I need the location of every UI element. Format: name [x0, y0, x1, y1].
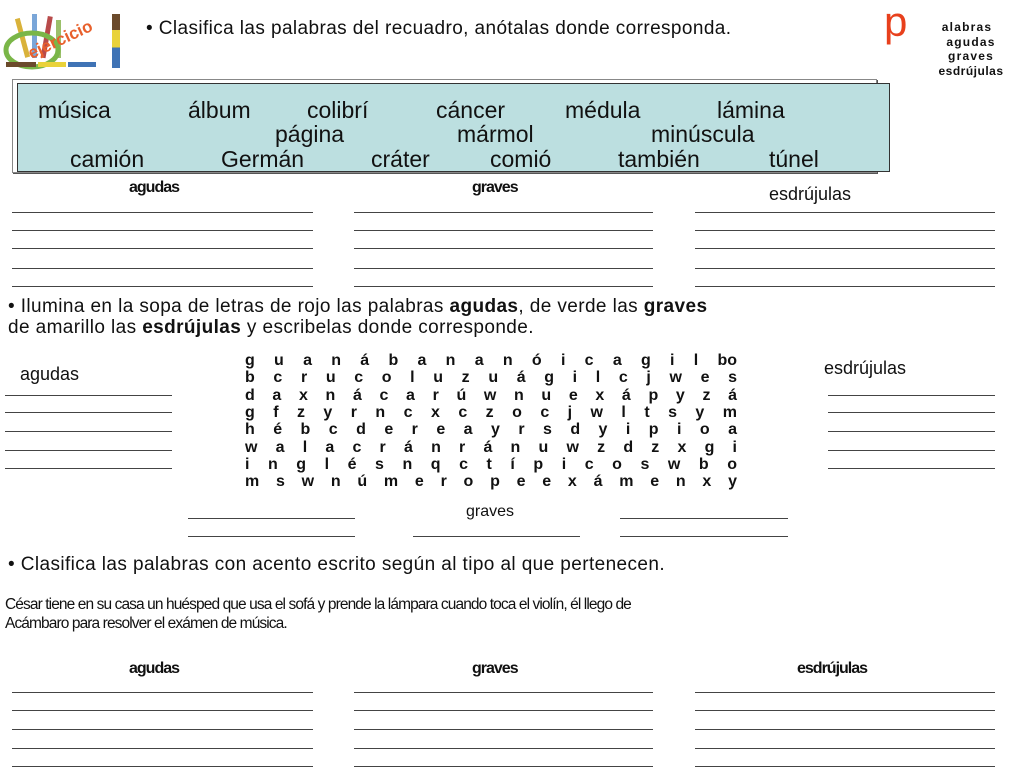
title-initial: p [884, 0, 908, 45]
title-line: alabras [941, 20, 993, 34]
answer-line[interactable] [828, 468, 995, 469]
word: mármol [457, 121, 534, 147]
answer-line[interactable] [828, 412, 995, 413]
ws-graves-label: graves [466, 503, 515, 520]
answer-line[interactable] [354, 248, 653, 249]
word: página [275, 121, 345, 147]
answer-line[interactable] [354, 268, 653, 269]
answer-line[interactable] [12, 748, 313, 749]
title-line: graves [948, 49, 994, 63]
instruction-bold: esdrújulas [142, 317, 242, 338]
answer-line[interactable] [12, 212, 313, 213]
answer-line[interactable] [354, 748, 653, 749]
word-search-row: d a x n á c a r ú w n u e x á p y z á [245, 386, 737, 404]
word: cáncer [436, 97, 506, 123]
title-line: esdrújulas [938, 63, 1004, 78]
word-search-row: g u a n á b a n a n ó i c a g i l bo [245, 352, 737, 369]
answer-line[interactable] [695, 212, 995, 213]
word: Germán [221, 146, 305, 172]
instruction-1: • Clasifica las palabras del recuadro, a… [146, 18, 732, 39]
word: música [38, 97, 111, 123]
answer-line[interactable] [695, 286, 995, 287]
answer-line[interactable] [12, 230, 313, 231]
instruction-text: de amarillo las [8, 317, 143, 338]
answer-line[interactable] [5, 450, 172, 451]
word-search-row: b c r u c o l u z u á g i l c j w e s [245, 369, 737, 387]
answer-line[interactable] [828, 431, 995, 432]
answer-line[interactable] [695, 248, 995, 249]
answer-line[interactable] [695, 729, 995, 730]
answer-line[interactable] [828, 395, 995, 396]
word: cráter [371, 146, 430, 172]
answer-line[interactable] [12, 286, 313, 287]
word-box: música álbum colibrí cáncer médula lámin… [17, 83, 890, 172]
answer-line[interactable] [695, 268, 995, 269]
heading-agudas-2: agudas [129, 660, 180, 677]
answer-line[interactable] [12, 766, 313, 767]
answer-line[interactable] [620, 518, 788, 519]
answer-line[interactable] [354, 729, 653, 730]
answer-line[interactable] [5, 395, 172, 396]
word: colibrí [307, 97, 369, 123]
word: comió [490, 146, 552, 172]
heading-agudas: agudas [129, 179, 180, 196]
answer-line[interactable] [354, 230, 653, 231]
word: túnel [769, 146, 819, 172]
instruction-text: • Ilumina en la sopa de letras de rojo l… [8, 296, 450, 317]
instruction-3: • Clasifica las palabras con acento escr… [8, 554, 666, 575]
answer-line[interactable] [12, 248, 313, 249]
answer-line[interactable] [12, 729, 313, 730]
sentence: César tiene en su casa un huésped que us… [5, 595, 632, 633]
heading-esdrujulas-2: esdrújulas [797, 660, 868, 677]
instruction-text: y escribelas donde corresponde. [241, 317, 534, 338]
answer-line[interactable] [5, 412, 172, 413]
answer-line[interactable] [620, 536, 788, 537]
answer-line[interactable] [12, 710, 313, 711]
ws-esdrujulas-label: esdrújulas [824, 358, 907, 378]
word-search-row: w a l a c r á n r á n u w z d z x g i [245, 438, 737, 456]
heading-esdrujulas: esdrújulas [769, 184, 852, 204]
word: minúscula [651, 121, 755, 147]
instruction-text: , de verde las [518, 296, 644, 317]
answer-line[interactable] [695, 710, 995, 711]
pencil-divider-icon [112, 14, 120, 68]
word-search-row: m s w n ú m e r o p e e x á m e n x y [245, 473, 737, 491]
answer-line[interactable] [188, 518, 355, 519]
answer-line[interactable] [354, 692, 653, 693]
word-search-row: h é b c d e r e a y r s d y i p i o a [245, 421, 737, 439]
answer-line[interactable] [695, 692, 995, 693]
answer-line[interactable] [354, 766, 653, 767]
sentence-line: Acámbaro para resolver el exámen de músi… [5, 615, 288, 632]
answer-line[interactable] [354, 710, 653, 711]
word-search-row: g f z y r n c x c z o c j w l t s y m [245, 403, 737, 421]
instruction-bold: agudas [449, 296, 519, 317]
heading-graves-2: graves [472, 660, 519, 677]
ws-agudas-label: agudas [20, 364, 80, 384]
answer-line[interactable] [188, 536, 355, 537]
answer-line[interactable] [5, 431, 172, 432]
heading-graves: graves [472, 179, 519, 196]
ejercicio-logo: ejercicio [2, 12, 102, 72]
word: lámina [717, 97, 785, 123]
answer-line[interactable] [12, 268, 313, 269]
answer-line[interactable] [354, 286, 653, 287]
title-block: p alabras agudas graves esdrújulas [880, 0, 1024, 78]
answer-line[interactable] [695, 766, 995, 767]
answer-line[interactable] [695, 230, 995, 231]
instruction-2: • Ilumina en la sopa de letras de rojo l… [8, 296, 1024, 338]
word-search-row: i n g l é s n q c t í p i c o s w b o [245, 455, 737, 473]
answer-line[interactable] [354, 212, 653, 213]
answer-line[interactable] [828, 450, 995, 451]
instruction-bold: graves [643, 296, 708, 317]
word: también [618, 146, 700, 172]
answer-line[interactable] [5, 468, 172, 469]
word: camión [70, 146, 145, 172]
answer-line[interactable] [413, 536, 580, 537]
title-line: agudas [946, 34, 996, 49]
answer-line[interactable] [695, 748, 995, 749]
answer-line[interactable] [12, 692, 313, 693]
sentence-line: César tiene en su casa un huésped que us… [5, 596, 632, 613]
word: álbum [188, 97, 251, 123]
word: médula [565, 97, 641, 123]
